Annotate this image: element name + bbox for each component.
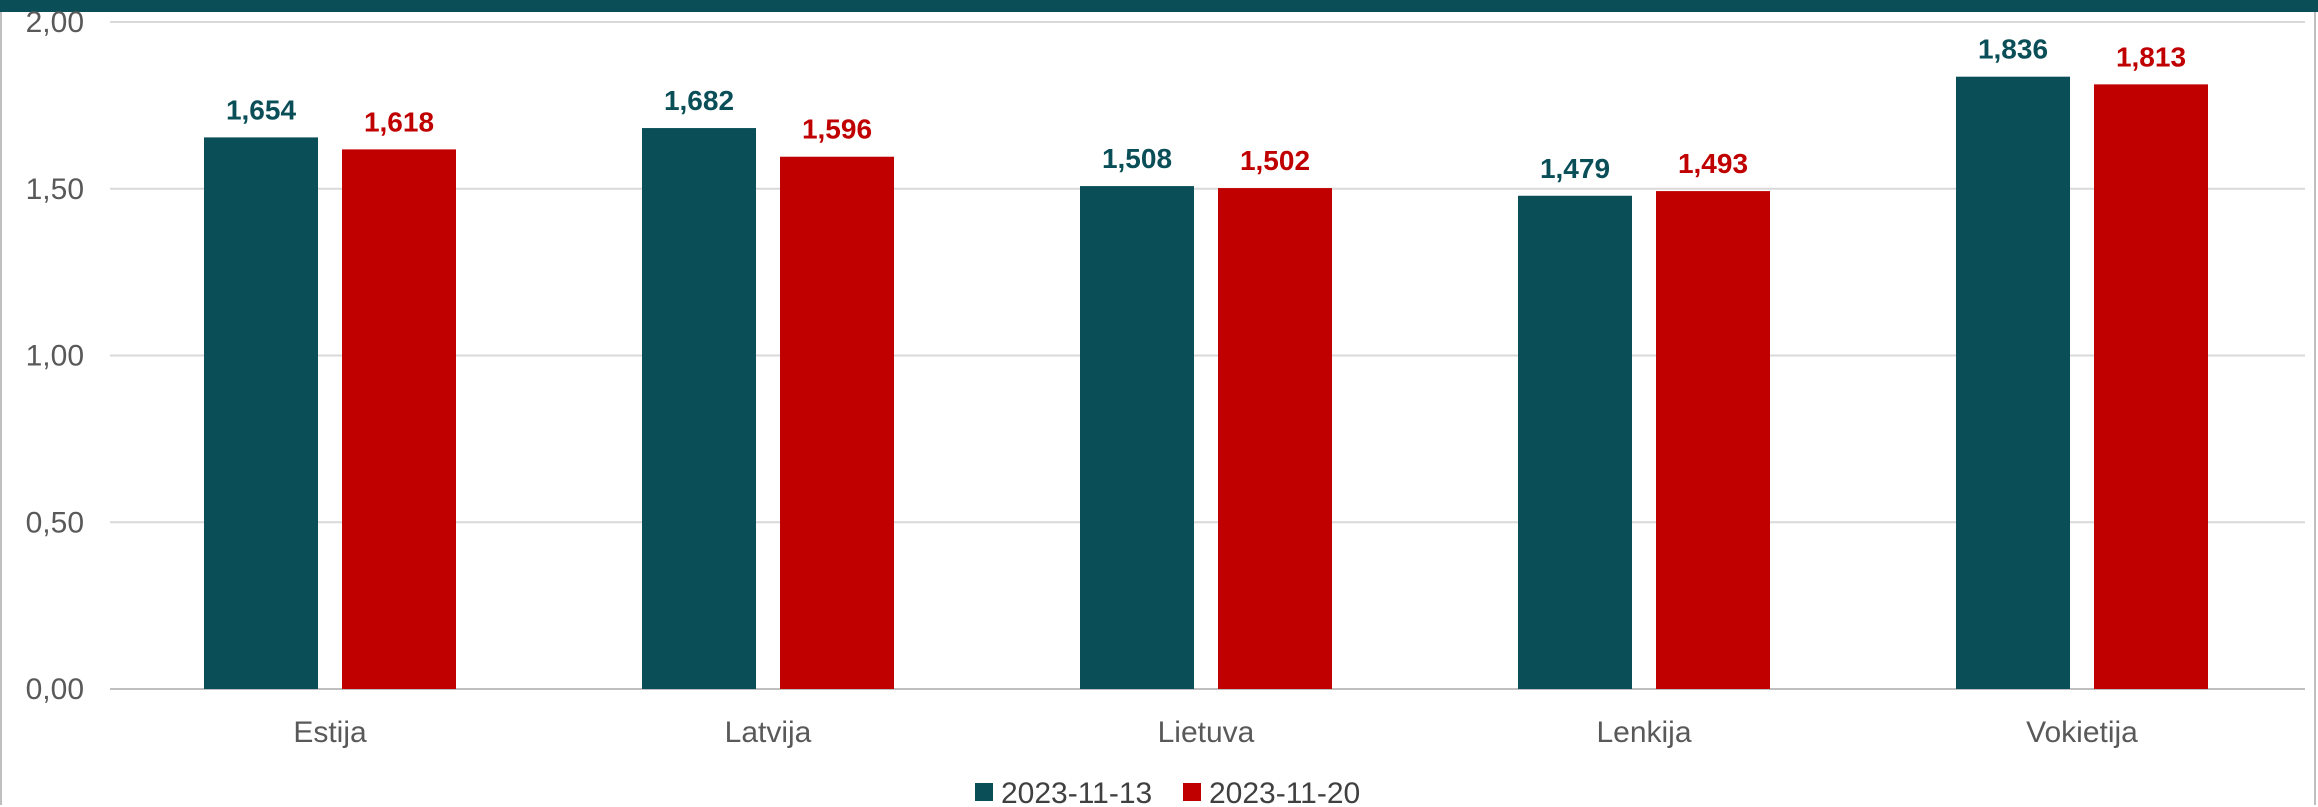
y-axis: 0,00 0,50 1,00 1,50 2,00 [26, 6, 84, 706]
y-tick-label: 1,00 [26, 340, 84, 373]
bar-2023-11-20-Vokietija [2094, 84, 2208, 689]
bars [204, 76, 2208, 690]
x-axis: Estija Latvija Lietuva Lenkija Vokietija [293, 716, 2138, 749]
bar-2023-11-13-Latvija [642, 128, 756, 690]
bar-2023-11-13-Lietuva [1080, 186, 1194, 689]
category-label: Estija [293, 716, 367, 749]
category-label: Vokietija [2026, 716, 2138, 749]
gridlines [110, 21, 2305, 690]
data-label: 1,682 [664, 85, 734, 116]
data-label: 1,813 [2116, 41, 2186, 72]
legend-swatch [1183, 783, 1201, 801]
y-tick-label: 0,50 [26, 506, 84, 539]
y-tick-label: 0,00 [26, 673, 84, 706]
legend-label: 2023-11-20 [1209, 777, 1360, 807]
bar-2023-11-13-Lenkija [1518, 195, 1632, 690]
bar-2023-11-20-Lietuva [1218, 188, 1332, 689]
legend: 2023-11-13 2023-11-20 [975, 777, 1360, 807]
data-label: 1,596 [802, 114, 872, 145]
legend-label: 2023-11-13 [1001, 777, 1152, 807]
data-label: 1,493 [1678, 148, 1748, 179]
data-label: 1,618 [364, 106, 434, 137]
data-labels: 1,654 1,618 1,682 1,596 1,508 1,502 1,479 1,493… [226, 34, 2186, 184]
data-label: 1,508 [1102, 143, 1172, 174]
data-label: 1,654 [226, 94, 296, 125]
y-tick-label: 2,00 [26, 6, 84, 39]
data-label: 1,479 [1540, 153, 1610, 184]
header-band [0, 0, 2318, 12]
legend-swatch [975, 783, 993, 801]
bar-2023-11-13-Vokietija [1956, 76, 2070, 690]
category-label: Lenkija [1596, 716, 1691, 749]
y-tick-label: 1,50 [26, 173, 84, 206]
category-label: Lietuva [1158, 716, 1255, 749]
bar-2023-11-20-Estija [342, 149, 456, 690]
category-label: Latvija [725, 716, 812, 749]
bar-2023-11-20-Latvija [780, 156, 894, 689]
bar-2023-11-13-Estija [204, 137, 318, 690]
data-label: 1,836 [1978, 34, 2048, 65]
data-label: 1,502 [1240, 145, 1310, 176]
bar-2023-11-20-Lenkija [1656, 191, 1770, 689]
